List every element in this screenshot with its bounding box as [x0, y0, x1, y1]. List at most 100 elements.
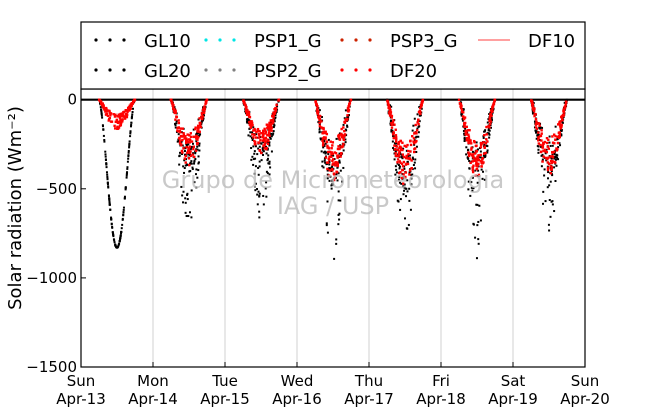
df-point	[176, 126, 179, 130]
gl-point	[184, 164, 187, 167]
gl-point	[560, 128, 563, 131]
gl-point	[187, 143, 190, 146]
legend-marker	[94, 68, 98, 72]
df-point	[343, 133, 347, 136]
gl-point	[398, 167, 401, 170]
gl-point	[403, 186, 406, 189]
df-point	[342, 126, 345, 129]
legend: GL10 GL20 PSP1_G PSP2_G PSP3_G DF20 DF10	[80, 21, 586, 90]
x-tick-date: Apr-15	[200, 390, 250, 408]
gl-point	[268, 162, 271, 165]
gl-point	[405, 149, 408, 152]
df-point	[470, 146, 473, 150]
gl-point	[482, 154, 485, 157]
gl-point	[535, 137, 538, 140]
df-point	[181, 135, 185, 138]
df-point	[323, 131, 327, 135]
df-point	[401, 153, 405, 156]
gl-point	[475, 141, 478, 144]
df-point	[107, 117, 111, 121]
df-point	[471, 170, 475, 174]
df-point	[197, 126, 200, 130]
df-point	[122, 111, 125, 114]
gl-point	[123, 197, 126, 200]
df-point	[118, 114, 121, 117]
gl-point	[404, 217, 407, 220]
df-point	[169, 98, 173, 101]
df-point	[174, 111, 177, 114]
df-point	[559, 127, 562, 130]
df-point	[185, 138, 189, 142]
df-point	[348, 103, 351, 106]
gl-point	[127, 149, 130, 152]
df-point	[392, 131, 395, 135]
gl-point	[126, 171, 129, 174]
df-point	[473, 141, 476, 144]
df-point	[465, 139, 469, 142]
gl-point	[406, 179, 409, 182]
gl-point	[186, 198, 189, 201]
df-point	[121, 120, 124, 123]
gl-point	[196, 145, 199, 148]
df-point	[395, 138, 398, 141]
df-point	[480, 161, 483, 164]
gl-point	[463, 132, 466, 135]
gl-point	[121, 217, 124, 220]
df-point	[404, 171, 408, 174]
gl-point	[336, 166, 339, 169]
df-point	[172, 107, 176, 111]
df-point	[480, 165, 483, 168]
df-point	[253, 133, 256, 137]
df-point	[489, 113, 492, 116]
legend-marker	[340, 68, 344, 72]
df-point	[331, 163, 334, 166]
df-point	[250, 121, 254, 125]
gl-point	[190, 216, 193, 219]
gl-point	[489, 126, 492, 129]
gl-point	[122, 208, 125, 211]
df-point	[181, 138, 184, 142]
gl-point	[197, 169, 200, 172]
gl-point	[487, 129, 490, 132]
df-point	[338, 147, 341, 151]
df-point	[547, 156, 550, 159]
gl-point	[390, 130, 393, 133]
gl-point	[195, 168, 198, 171]
gl-point	[106, 181, 109, 184]
df-point	[460, 110, 464, 114]
gl-point	[482, 136, 485, 139]
gl-point	[202, 119, 205, 122]
gl-point	[251, 155, 254, 158]
df-point	[534, 117, 538, 121]
gl-point	[124, 188, 127, 191]
df-point	[244, 105, 248, 109]
gl-point	[554, 125, 557, 128]
gl-point	[248, 119, 251, 122]
df-point	[387, 106, 391, 110]
gl-point	[338, 132, 341, 135]
df-point	[107, 119, 110, 122]
df-point	[556, 135, 559, 139]
gl-point	[477, 238, 480, 241]
y-tick-label: −500	[36, 180, 77, 198]
df-point	[193, 135, 196, 139]
df-point	[185, 146, 188, 149]
gl-point	[331, 182, 334, 185]
df-point	[542, 155, 545, 158]
df-point	[104, 113, 108, 116]
df-point	[195, 134, 198, 138]
gl-point	[324, 152, 327, 155]
df-point	[322, 141, 325, 145]
df-point	[188, 141, 191, 144]
gl-point	[394, 149, 397, 152]
df-point	[339, 155, 342, 158]
gl-point	[193, 162, 196, 165]
gl-point	[256, 193, 259, 196]
df-point	[483, 133, 486, 137]
df-point	[343, 121, 347, 124]
gl-point	[106, 175, 109, 178]
gl-point	[537, 145, 540, 148]
df-point	[465, 129, 468, 132]
df-point	[178, 129, 182, 133]
gl-point	[341, 180, 344, 183]
